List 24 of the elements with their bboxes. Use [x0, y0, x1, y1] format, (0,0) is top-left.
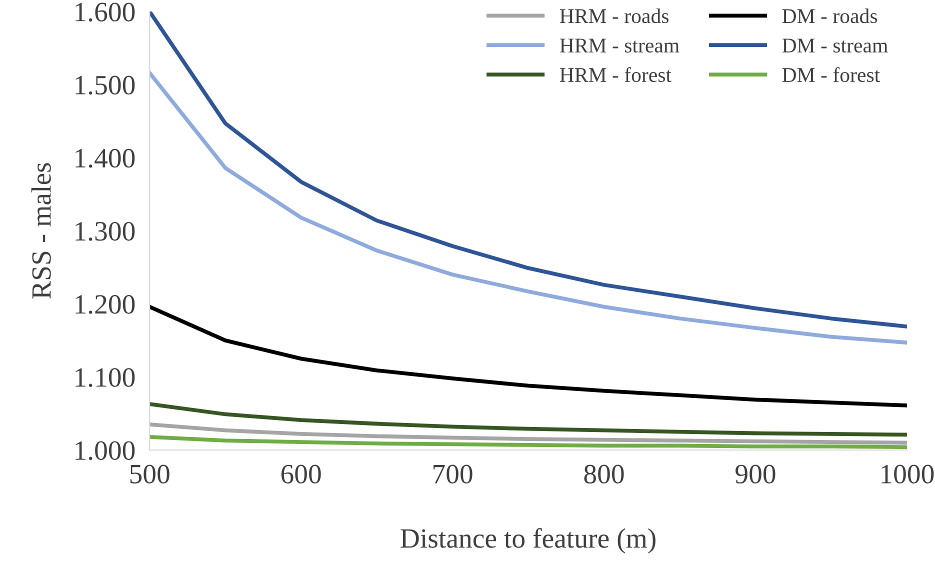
x-tick-label: 500 — [130, 464, 170, 484]
legend-label: HRM - stream — [560, 38, 680, 53]
x-tick-label: 900 — [736, 464, 776, 484]
legend-label: HRM - roads — [560, 8, 668, 24]
y-tick-label: 1.600 — [76, 2, 135, 22]
y-tick-label: 1.100 — [76, 368, 135, 388]
x-tick-label: 600 — [281, 464, 321, 484]
legend-label: DM - stream — [782, 38, 888, 53]
legend-label: DM - forest — [782, 67, 880, 82]
y-tick-label: 1.000 — [76, 441, 135, 460]
legend-label: HRM - forest — [560, 67, 672, 82]
y-axis-title: RSS - males — [31, 163, 51, 299]
x-tick-label: 1000 — [882, 464, 934, 484]
x-axis-title: Distance to feature (m) — [400, 528, 656, 554]
x-tick-label: 800 — [584, 464, 624, 484]
x-tick-label: 700 — [434, 464, 472, 484]
legend-label: DM - roads — [782, 8, 878, 24]
line-series — [150, 402, 907, 437]
y-tick-label: 1.300 — [76, 222, 135, 241]
line-series — [150, 422, 907, 445]
y-tick-label: 1.400 — [76, 148, 135, 168]
line-series — [150, 304, 907, 408]
y-tick-label: 1.200 — [76, 295, 135, 314]
y-tick-label: 1.500 — [76, 76, 135, 95]
